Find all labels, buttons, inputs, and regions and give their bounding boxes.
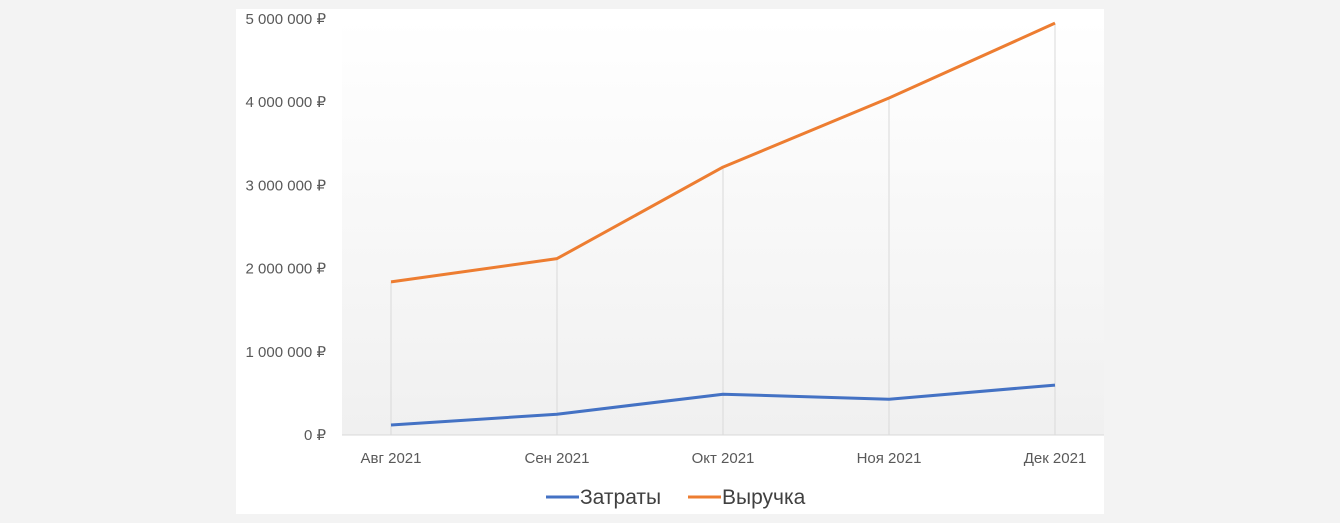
y-tick-label: 3 000 000 ₽ <box>246 177 327 194</box>
y-tick-label: 1 000 000 ₽ <box>246 344 327 361</box>
x-tick-label: Ноя 2021 <box>857 450 922 467</box>
legend-label: Затраты <box>580 486 661 509</box>
x-tick-label: Авг 2021 <box>361 450 422 467</box>
x-tick-label: Сен 2021 <box>525 450 590 467</box>
x-tick-label: Окт 2021 <box>692 450 755 467</box>
y-tick-label: 2 000 000 ₽ <box>246 261 327 278</box>
y-tick-label: 4 000 000 ₽ <box>246 94 327 111</box>
series-line-1 <box>390 21 1056 284</box>
legend-label: Выручка <box>722 486 806 509</box>
x-tick-label: Дек 2021 <box>1024 450 1087 467</box>
series-line-0 <box>390 383 1056 427</box>
y-tick-label: 0 ₽ <box>304 427 327 444</box>
y-tick-label: 5 000 000 ₽ <box>246 11 327 28</box>
